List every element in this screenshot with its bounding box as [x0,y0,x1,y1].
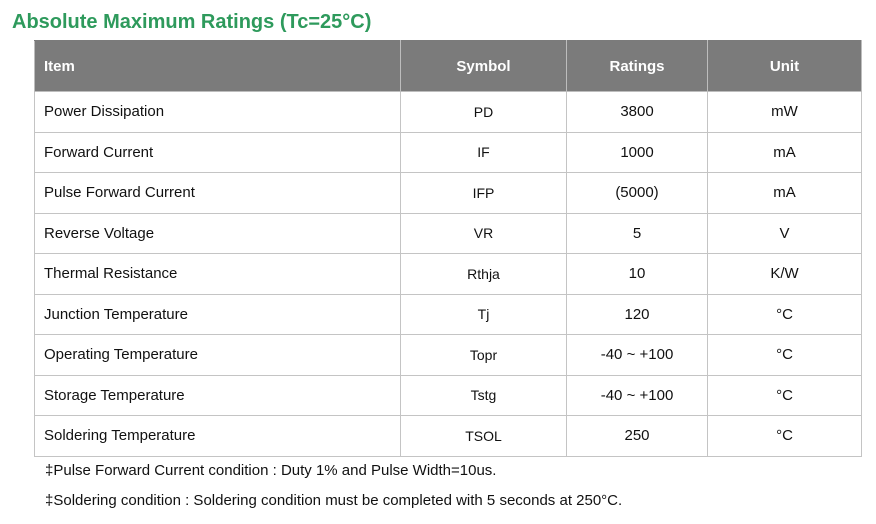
cell-unit: V [707,212,862,254]
header-unit: Unit [707,40,862,92]
table-header-row: Item Symbol Ratings Unit [34,40,862,92]
table-row: Thermal Resistance Rthja 10 K/W [34,253,862,295]
cell-symbol: VR [400,212,567,254]
cell-rating: 250 [566,415,708,457]
header-symbol: Symbol [400,40,567,92]
table-row: Power Dissipation PD 3800 mW [34,91,862,133]
table-row: Storage Temperature Tstg -40 ~ +100 °C [34,374,862,416]
header-item: Item [34,40,401,92]
cell-item: Storage Temperature [34,374,401,416]
cell-rating: 3800 [566,91,708,133]
footnote-soldering-condition: ‡Soldering condition : Soldering conditi… [45,492,623,509]
footnote-pulse-forward-current: ‡Pulse Forward Current condition : Duty … [45,462,497,479]
cell-symbol: PD [400,91,567,133]
cell-rating: 5 [566,212,708,254]
cell-unit: mW [707,91,862,133]
page-title: Absolute Maximum Ratings (Tc=25°C) [12,11,372,33]
cell-symbol: Topr [400,334,567,376]
cell-item: Forward Current [34,131,401,173]
cell-symbol: Tstg [400,374,567,416]
cell-item: Junction Temperature [34,293,401,335]
cell-unit: °C [707,374,862,416]
cell-item: Power Dissipation [34,91,401,133]
cell-item: Thermal Resistance [34,253,401,295]
header-ratings: Ratings [566,40,708,92]
cell-rating: 1000 [566,131,708,173]
cell-item: Operating Temperature [34,334,401,376]
table-row: Soldering Temperature TSOL 250 °C [34,415,862,457]
ratings-table: Item Symbol Ratings Unit Power Dissipati… [34,40,862,457]
cell-rating: 10 [566,253,708,295]
cell-rating: 120 [566,293,708,335]
cell-unit: °C [707,293,862,335]
table-row: Pulse Forward Current IFP (5000) mA [34,172,862,214]
cell-unit: °C [707,334,862,376]
cell-rating: -40 ~ +100 [566,374,708,416]
cell-item: Soldering Temperature [34,415,401,457]
cell-rating: -40 ~ +100 [566,334,708,376]
cell-symbol: IFP [400,172,567,214]
table-row: Forward Current IF 1000 mA [34,131,862,173]
table-row: Reverse Voltage VR 5 V [34,212,862,254]
table-row: Operating Temperature Topr -40 ~ +100 °C [34,334,862,376]
cell-symbol: Rthja [400,253,567,295]
cell-symbol: IF [400,131,567,173]
cell-unit: K/W [707,253,862,295]
cell-unit: mA [707,172,862,214]
cell-item: Reverse Voltage [34,212,401,254]
cell-unit: °C [707,415,862,457]
cell-symbol: TSOL [400,415,567,457]
table-row: Junction Temperature Tj 120 °C [34,293,862,335]
cell-item: Pulse Forward Current [34,172,401,214]
cell-unit: mA [707,131,862,173]
footnotes: ‡Pulse Forward Current condition : Duty … [45,460,622,520]
cell-symbol: Tj [400,293,567,335]
cell-rating: (5000) [566,172,708,214]
